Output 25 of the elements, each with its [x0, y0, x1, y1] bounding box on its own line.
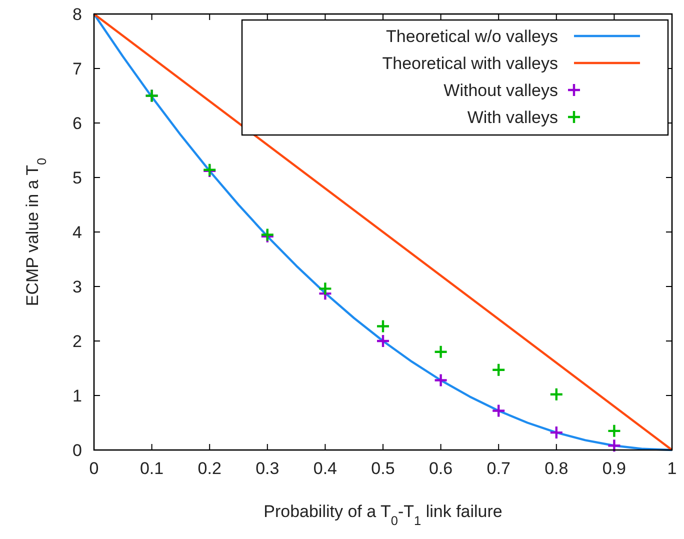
y-tick-label: 1	[72, 386, 82, 406]
legend-label: Without valleys	[444, 81, 558, 100]
x-tick-label: 0.9	[602, 459, 626, 478]
x-tick-label: 0.3	[256, 459, 280, 478]
legend-label: Theoretical w/o valleys	[386, 27, 558, 46]
x-tick-label: 1	[667, 459, 677, 478]
y-tick-label: 7	[72, 60, 82, 78]
x-tick-label: 0.4	[313, 459, 338, 478]
y-tick-label: 2	[72, 332, 82, 351]
y-tick-label: 4	[72, 223, 82, 242]
x-tick-label: 0.2	[198, 459, 222, 478]
x-tick-label: 0.6	[428, 459, 453, 478]
legend-label: Theoretical with valleys	[382, 54, 558, 73]
y-tick-label: 6	[72, 114, 82, 133]
y-tick-label: 0	[72, 441, 82, 460]
legend-label: With valleys	[467, 108, 558, 127]
x-tick-label: 0.8	[544, 459, 568, 478]
y-tick-label: 5	[72, 168, 82, 188]
x-axis-title: Probability of a T$_{0}$-T$_{1}$ link failure	[264, 502, 502, 528]
y-tick-label: 3	[72, 278, 82, 296]
x-tick-label: 0.7	[486, 459, 510, 478]
x-tick-label: 0.1	[140, 459, 164, 478]
y-tick-label: 8	[72, 5, 82, 24]
x-tick-label: 0.5	[371, 459, 395, 478]
x-tick-label: 0	[89, 459, 99, 478]
